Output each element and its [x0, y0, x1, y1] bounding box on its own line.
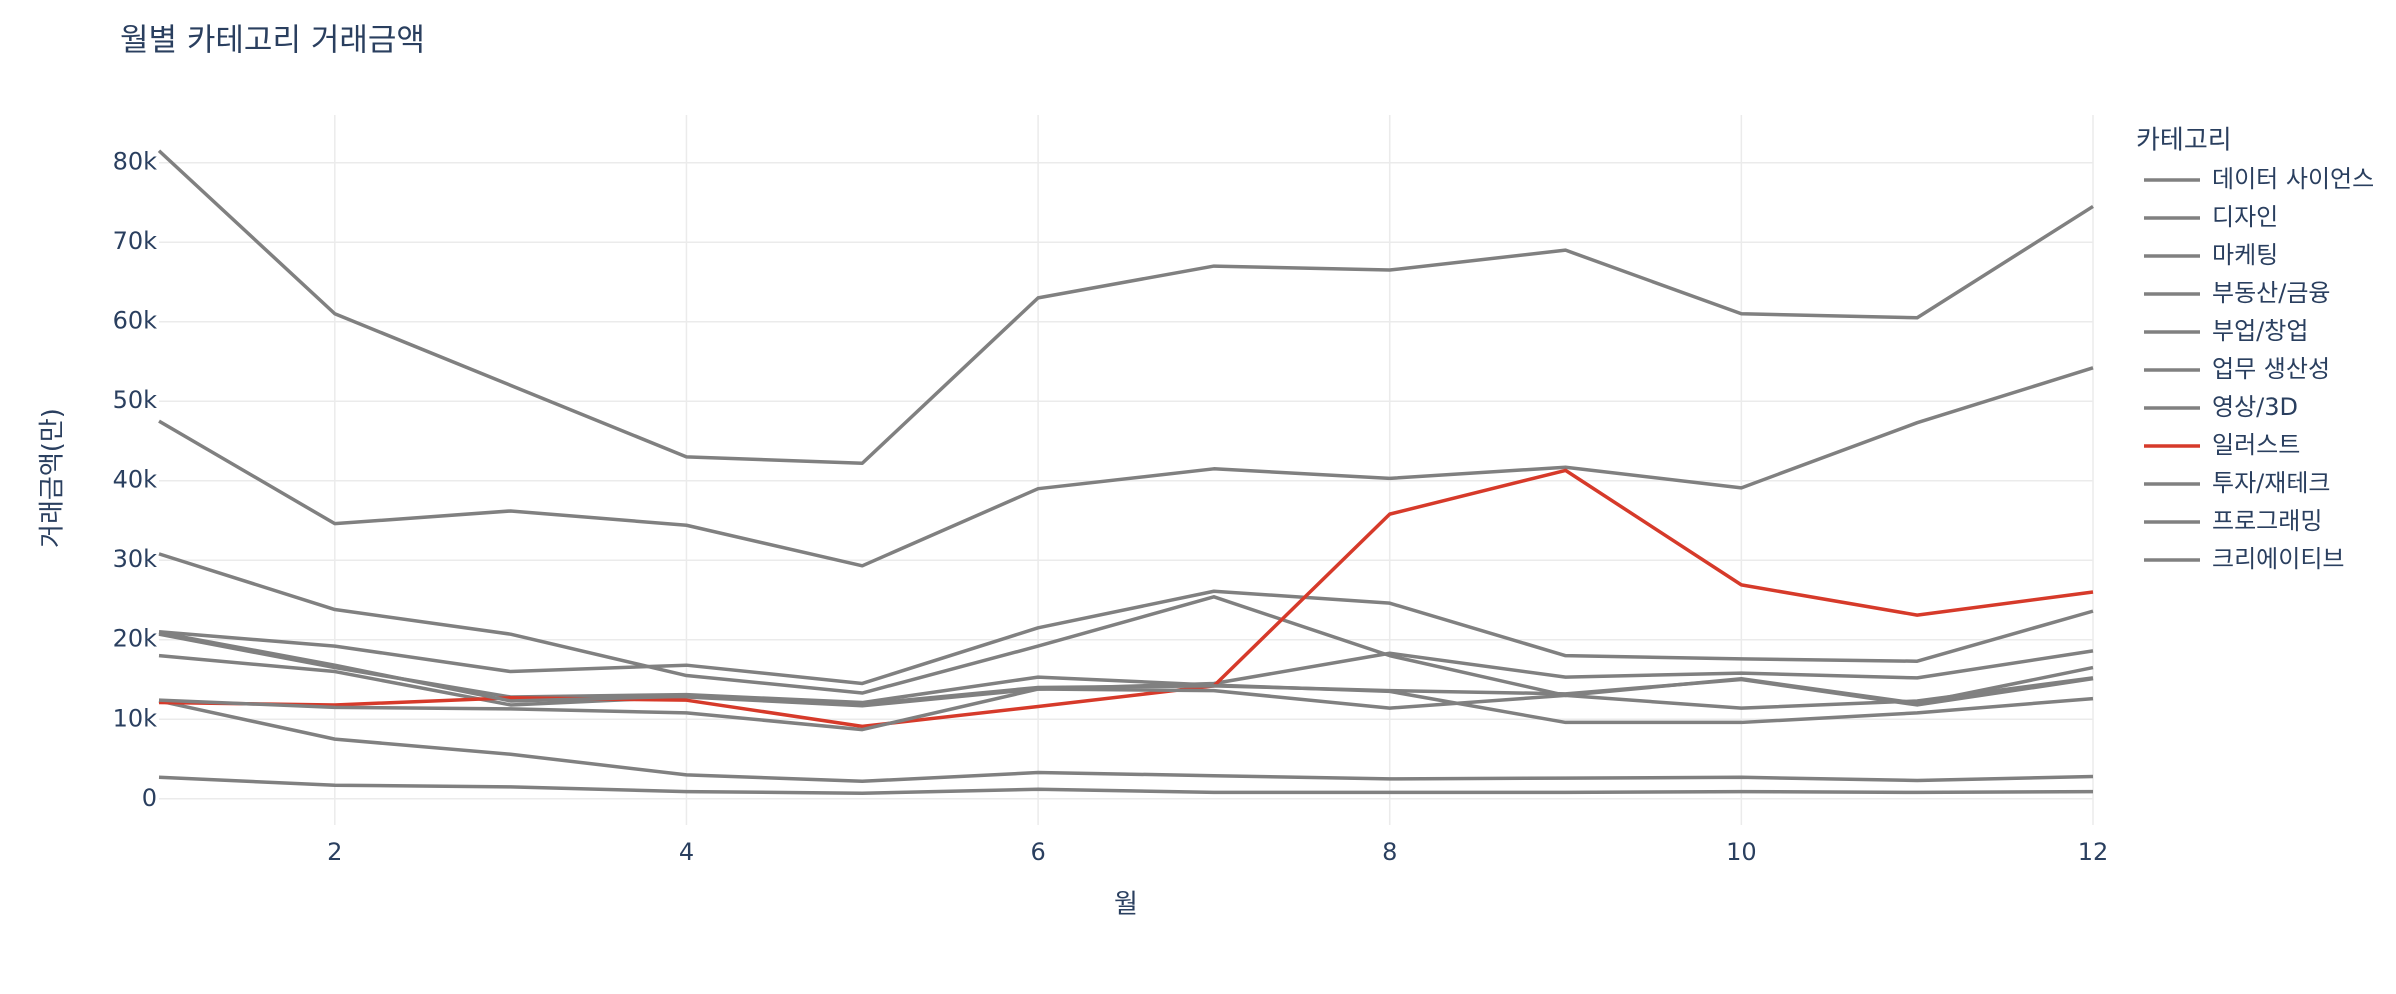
legend-label: 부업/창업 [2212, 317, 2308, 345]
legend-label: 크리에이티브 [2212, 545, 2344, 573]
x-tick-label: 10 [1726, 838, 1757, 866]
x-tick-label: 12 [2078, 838, 2109, 866]
line [158, 630, 2094, 707]
y-tick-label: 80k [113, 148, 158, 176]
y-tick-label: 70k [113, 227, 158, 255]
legend-label: 일러스트 [2212, 431, 2300, 459]
x-tick-label: 4 [679, 838, 694, 866]
y-tick-label: 60k [113, 307, 158, 335]
line [157, 149, 2094, 465]
legend-label: 디자인 [2212, 203, 2278, 231]
legend-label: 업무 생산성 [2212, 355, 2330, 383]
y-tick-label: 10k [113, 704, 158, 732]
line [158, 699, 2094, 784]
line [158, 366, 2094, 568]
x-axis-title: 월 [1114, 890, 1138, 920]
y-tick-label: 40k [113, 466, 158, 494]
line [158, 468, 2094, 729]
y-tick-label: 0 [142, 784, 157, 812]
legend-label: 투자/재테크 [2212, 469, 2331, 497]
legend-label: 프로그래밍 [2212, 507, 2322, 535]
line [158, 775, 2094, 795]
x-tick-label: 6 [1030, 838, 1045, 866]
x-tick-label: 2 [327, 838, 342, 866]
line [158, 676, 2094, 732]
y-tick-label: 50k [113, 386, 158, 414]
legend-label: 영상/3D [2212, 393, 2298, 421]
y-tick-label: 20k [113, 625, 158, 653]
x-tick-label: 8 [1382, 838, 1397, 866]
legend-title: 카테고리 [2136, 126, 2232, 156]
legend-label: 데이터 사이언스 [2212, 165, 2374, 193]
line [158, 632, 2094, 725]
line [158, 589, 2094, 686]
y-tick-label: 30k [113, 545, 158, 573]
chart-title: 월별 카테고리 거래금액 [120, 23, 425, 59]
y-axis-title: 거래금액(만) [38, 408, 68, 548]
legend-label: 부동산/금융 [2212, 279, 2331, 307]
legend-label: 마케팅 [2212, 241, 2278, 269]
